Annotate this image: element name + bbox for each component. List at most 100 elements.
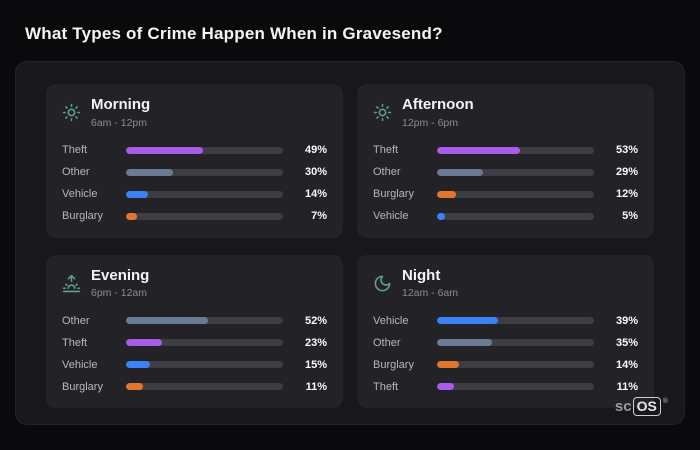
bar-label: Vehicle <box>373 210 409 222</box>
bar-value: 7% <box>311 210 327 222</box>
bar-label: Theft <box>62 336 88 349</box>
bar-label: Burglary <box>62 380 103 393</box>
bar-row: Theft 23% <box>62 336 327 349</box>
card-title: Morning <box>91 96 151 113</box>
card-subtitle: 6pm - 12am <box>91 287 148 299</box>
card-title: Night <box>402 266 441 284</box>
bar-track <box>437 339 594 346</box>
bar-row: Other 35% <box>373 336 638 349</box>
bar-value: 52% <box>304 314 327 327</box>
card-title: Afternoon <box>402 96 474 113</box>
bar-value: 29% <box>615 166 638 178</box>
bar-value: 53% <box>615 144 638 156</box>
bar-fill <box>126 190 148 198</box>
card-header-text: Night 12am - 6am <box>402 266 459 299</box>
bar-fill <box>126 146 203 154</box>
crime-by-time-panel: Morning 6am - 12pm Theft 49% Other 30% V… <box>15 61 685 425</box>
bar-row: Burglary 11% <box>62 380 327 393</box>
bar-track <box>437 168 594 176</box>
scos-logo: sc OS ® <box>615 397 668 416</box>
bar-row: Other 29% <box>373 166 638 179</box>
sun-icon <box>373 103 392 122</box>
bar-fill <box>126 339 163 346</box>
bar-row: Vehicle 15% <box>62 358 327 371</box>
card-header-text: Morning 6am - 12pm <box>91 96 151 129</box>
bar-track <box>126 190 283 198</box>
card-title: Evening <box>91 266 150 284</box>
card-header: Evening 6pm - 12am <box>62 266 327 299</box>
card-subtitle: 12pm - 6pm <box>402 116 459 129</box>
card-night: Night 12am - 6am Vehicle 39% Other 35% B… <box>357 254 654 408</box>
bar-row: Burglary 12% <box>373 188 638 201</box>
bar-track <box>437 146 594 154</box>
bar-label: Other <box>62 166 90 178</box>
bar-row: Burglary 14% <box>373 358 638 371</box>
bar-track <box>437 212 594 220</box>
sunset-icon <box>62 274 81 293</box>
bar-label: Theft <box>62 144 88 156</box>
card-subtitle: 12am - 6am <box>402 287 459 299</box>
bar-value: 30% <box>304 166 327 178</box>
bar-row: Vehicle 39% <box>373 314 638 327</box>
bar-fill <box>437 339 492 346</box>
bar-rows: Theft 53% Other 29% Burglary 12% Vehicle <box>373 144 638 223</box>
bar-fill <box>437 317 499 324</box>
bar-row: Other 30% <box>62 166 327 179</box>
bar-track <box>126 383 283 390</box>
card-morning: Morning 6am - 12pm Theft 49% Other 30% V… <box>46 84 343 238</box>
bar-track <box>126 339 283 346</box>
bar-rows: Vehicle 39% Other 35% Burglary 14% Theft <box>373 314 638 393</box>
bar-rows: Other 52% Theft 23% Vehicle 15% Burglary <box>62 314 327 393</box>
bar-value: 11% <box>616 380 638 393</box>
bar-fill <box>126 383 144 390</box>
bar-label: Burglary <box>373 358 414 371</box>
bar-row: Vehicle 14% <box>62 188 327 201</box>
card-evening: Evening 6pm - 12am Other 52% Theft 23% V… <box>46 254 343 408</box>
bar-track <box>126 317 283 324</box>
bar-fill <box>437 146 521 154</box>
bar-track <box>126 146 283 154</box>
card-header: Night 12am - 6am <box>373 266 638 299</box>
bar-row: Burglary 7% <box>62 210 327 223</box>
bar-track <box>437 383 594 390</box>
bar-label: Other <box>62 314 90 327</box>
bar-rows: Theft 49% Other 30% Vehicle 14% Burglary <box>62 144 327 223</box>
bar-track <box>437 361 594 368</box>
bar-label: Vehicle <box>373 314 409 327</box>
bar-fill <box>437 361 459 368</box>
bar-value: 15% <box>304 358 327 371</box>
card-header: Morning 6am - 12pm <box>62 96 327 129</box>
bar-value: 49% <box>304 144 327 156</box>
card-afternoon: Afternoon 12pm - 6pm Theft 53% Other 29%… <box>357 84 654 238</box>
sun-icon <box>62 103 81 122</box>
page-title: What Types of Crime Happen When in Grave… <box>25 24 443 43</box>
bar-row: Vehicle 5% <box>373 210 638 223</box>
bar-value: 11% <box>305 380 327 393</box>
card-header: Afternoon 12pm - 6pm <box>373 96 638 129</box>
bar-value: 23% <box>304 336 327 349</box>
bar-row: Theft 49% <box>62 144 327 157</box>
bar-label: Vehicle <box>62 188 98 200</box>
bar-label: Other <box>373 336 401 349</box>
bar-label: Vehicle <box>62 358 98 371</box>
bar-label: Theft <box>373 144 399 156</box>
bar-track <box>437 190 594 198</box>
bar-label: Other <box>373 166 401 178</box>
logo-prefix: sc <box>614 398 632 415</box>
bar-track <box>126 168 283 176</box>
bar-track <box>126 361 283 368</box>
logo-box: OS <box>632 397 661 416</box>
bar-fill <box>437 212 445 220</box>
bar-track <box>437 317 594 324</box>
bar-fill <box>126 168 174 176</box>
card-subtitle: 6am - 12pm <box>91 116 148 129</box>
bar-fill <box>126 212 137 220</box>
bar-fill <box>437 168 483 176</box>
bar-track <box>126 212 283 220</box>
bar-row: Other 52% <box>62 314 327 327</box>
card-header-text: Afternoon 12pm - 6pm <box>402 96 474 129</box>
card-header-text: Evening 6pm - 12am <box>91 266 150 299</box>
bar-fill <box>437 383 455 390</box>
bar-value: 14% <box>304 188 327 200</box>
bar-label: Burglary <box>373 188 414 200</box>
